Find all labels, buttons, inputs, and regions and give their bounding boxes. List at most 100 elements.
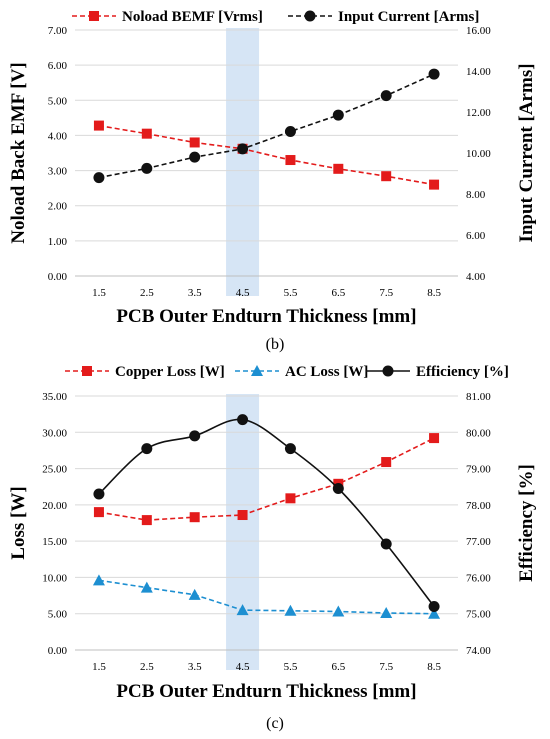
data-point-series-3 xyxy=(284,443,296,455)
panel-b-label: (b) xyxy=(266,336,285,353)
legend-label: Efficiency [%] xyxy=(416,364,509,380)
x-tick-label: 7.5 xyxy=(379,287,393,299)
y-right-tick-label: 74.00 xyxy=(466,645,491,657)
data-point-series-1 xyxy=(285,493,296,504)
x-tick-label: 3.5 xyxy=(188,661,202,673)
x-tick-label: 8.5 xyxy=(427,661,441,673)
y-right-tick-label: 6.00 xyxy=(466,230,486,242)
y-right-tick-label: 81.00 xyxy=(466,391,491,403)
data-point-series-1 xyxy=(93,120,104,131)
y-right-tick-label: 8.00 xyxy=(466,189,486,201)
y-right-tick-label: 10.00 xyxy=(466,148,491,160)
x-tick-label: 8.5 xyxy=(427,287,441,299)
chart-panel-c: 0.00 5.00 10.00 15.00 20.00 25.00 30.00 35.00 74… xyxy=(8,364,537,702)
y-right-tick-label: 75.00 xyxy=(466,609,491,621)
y-axis-title: Loss [W] xyxy=(8,486,29,559)
y-right-tick-label: 14.00 xyxy=(466,66,491,78)
data-point-series-2 xyxy=(428,68,440,80)
series-line-2 xyxy=(98,73,435,179)
x-tick-label: 1.5 xyxy=(92,661,106,673)
panel-c-label: (c) xyxy=(266,715,284,732)
y-tick-label: 2.00 xyxy=(48,201,68,213)
y-right-axis-title: Efficiency [%] xyxy=(516,464,537,582)
data-point-series-2 xyxy=(380,606,393,618)
x-tick-label: 5.5 xyxy=(284,287,298,299)
x-tick-label: 2.5 xyxy=(140,287,154,299)
y-tick-label: 25.00 xyxy=(42,464,67,476)
legend-marker xyxy=(89,11,99,21)
data-point-series-2 xyxy=(428,607,441,619)
y-tick-label: 1.00 xyxy=(48,236,68,248)
y-right-tick-label: 77.00 xyxy=(466,536,491,548)
data-point-series-2 xyxy=(332,109,344,121)
x-tick-label: 4.5 xyxy=(236,287,250,299)
data-point-series-1 xyxy=(429,433,440,444)
data-point-series-1 xyxy=(189,512,200,523)
y-right-tick-label: 4.00 xyxy=(466,271,486,283)
data-point-series-1 xyxy=(429,179,440,190)
y-right-axis-title: Input Current [Arms] xyxy=(516,63,537,242)
y-right-tick-label: 76.00 xyxy=(466,572,491,584)
y-right-tick-label: 79.00 xyxy=(466,464,491,476)
data-point-series-3 xyxy=(380,538,392,550)
data-point-series-2 xyxy=(284,604,297,616)
series-line-1 xyxy=(98,124,435,186)
data-point-series-1 xyxy=(237,510,248,521)
series-line-2 xyxy=(98,579,435,615)
data-point-series-2 xyxy=(236,604,249,616)
x-tick-label: 3.5 xyxy=(188,287,202,299)
y-right-tick-label: 12.00 xyxy=(466,107,491,119)
highlight-band xyxy=(226,28,260,296)
series-line-1 xyxy=(98,437,435,521)
x-tick-label: 1.5 xyxy=(92,287,106,299)
data-point-series-1 xyxy=(381,457,392,468)
y-tick-label: 15.00 xyxy=(42,536,67,548)
data-point-series-2 xyxy=(380,90,392,102)
data-point-series-3 xyxy=(237,414,249,426)
data-point-series-2 xyxy=(141,162,153,174)
data-point-series-2 xyxy=(284,125,296,137)
legend-marker xyxy=(82,366,92,376)
y-tick-label: 0.00 xyxy=(48,271,68,283)
x-axis-title: PCB Outer Endturn Thickness [mm] xyxy=(116,681,416,702)
data-point-series-3 xyxy=(93,488,105,500)
data-point-series-1 xyxy=(189,137,200,148)
y-tick-label: 7.00 xyxy=(48,25,68,37)
y-tick-label: 5.00 xyxy=(48,95,68,107)
data-point-series-3 xyxy=(428,600,440,612)
y-right-tick-label: 78.00 xyxy=(466,500,491,512)
data-point-series-1 xyxy=(333,163,344,174)
legend-label: Noload BEMF [Vrms] xyxy=(122,9,263,25)
x-axis-title: PCB Outer Endturn Thickness [mm] xyxy=(116,306,416,327)
y-tick-label: 6.00 xyxy=(48,60,68,72)
y-tick-label: 30.00 xyxy=(42,427,67,439)
legend-label: Input Current [Arms] xyxy=(338,9,479,25)
y-tick-label: 20.00 xyxy=(42,500,67,512)
x-tick-label: 4.5 xyxy=(236,661,250,673)
y-tick-label: 4.00 xyxy=(48,130,68,142)
data-point-series-2 xyxy=(140,581,153,593)
data-point-series-1 xyxy=(381,171,392,182)
chart-panel-b: 0.00 1.00 2.00 3.00 4.00 5.00 6.00 7.00 4.00 6.00… xyxy=(8,9,537,327)
highlight-band xyxy=(226,394,260,670)
data-point-series-2 xyxy=(92,574,105,586)
data-point-series-2 xyxy=(93,172,105,184)
y-tick-label: 35.00 xyxy=(42,391,67,403)
data-point-series-1 xyxy=(141,515,152,526)
data-point-series-3 xyxy=(189,430,201,442)
y-right-tick-label: 16.00 xyxy=(466,25,491,37)
legend-label: Copper Loss [W] xyxy=(115,364,225,380)
data-point-series-2 xyxy=(332,605,345,617)
y-tick-label: 0.00 xyxy=(48,645,68,657)
legend-marker xyxy=(251,365,263,376)
y-tick-label: 3.00 xyxy=(48,166,68,178)
y-right-tick-label: 80.00 xyxy=(466,427,491,439)
legend-label: AC Loss [W] xyxy=(285,364,368,380)
y-tick-label: 10.00 xyxy=(42,572,67,584)
y-tick-label: 5.00 xyxy=(48,609,68,621)
data-point-series-1 xyxy=(141,128,152,139)
data-point-series-2 xyxy=(189,151,201,163)
data-point-series-3 xyxy=(332,483,344,495)
x-tick-label: 6.5 xyxy=(331,287,345,299)
x-tick-label: 2.5 xyxy=(140,661,154,673)
